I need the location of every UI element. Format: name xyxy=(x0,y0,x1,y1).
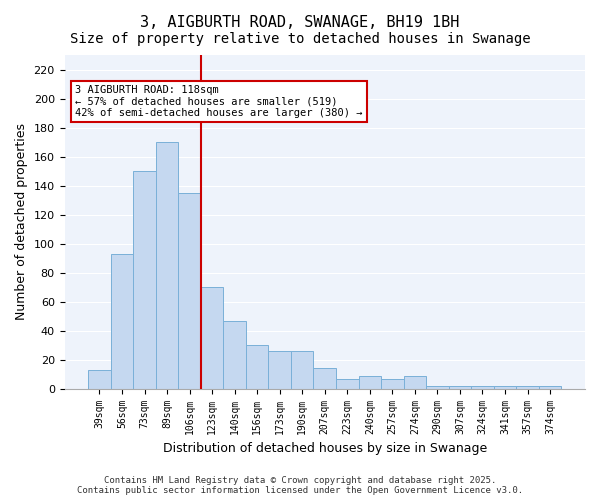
Bar xyxy=(539,386,562,388)
Bar xyxy=(381,378,404,388)
Bar xyxy=(178,193,201,388)
Bar xyxy=(133,171,156,388)
X-axis label: Distribution of detached houses by size in Swanage: Distribution of detached houses by size … xyxy=(163,442,487,455)
Bar xyxy=(313,368,336,388)
Bar xyxy=(404,376,426,388)
Bar xyxy=(291,351,313,389)
Bar xyxy=(359,376,381,388)
Bar xyxy=(88,370,111,388)
Bar xyxy=(516,386,539,388)
Text: 3, AIGBURTH ROAD, SWANAGE, BH19 1BH: 3, AIGBURTH ROAD, SWANAGE, BH19 1BH xyxy=(140,15,460,30)
Text: Contains HM Land Registry data © Crown copyright and database right 2025.
Contai: Contains HM Land Registry data © Crown c… xyxy=(77,476,523,495)
Bar xyxy=(246,345,268,389)
Bar xyxy=(336,378,359,388)
Bar xyxy=(111,254,133,388)
Bar xyxy=(426,386,449,388)
Bar xyxy=(268,351,291,389)
Text: 3 AIGBURTH ROAD: 118sqm
← 57% of detached houses are smaller (519)
42% of semi-d: 3 AIGBURTH ROAD: 118sqm ← 57% of detache… xyxy=(75,85,362,118)
Bar xyxy=(494,386,516,388)
Bar xyxy=(449,386,471,388)
Bar xyxy=(201,287,223,388)
Bar xyxy=(156,142,178,388)
Bar xyxy=(223,320,246,388)
Text: Size of property relative to detached houses in Swanage: Size of property relative to detached ho… xyxy=(70,32,530,46)
Y-axis label: Number of detached properties: Number of detached properties xyxy=(15,124,28,320)
Bar xyxy=(471,386,494,388)
